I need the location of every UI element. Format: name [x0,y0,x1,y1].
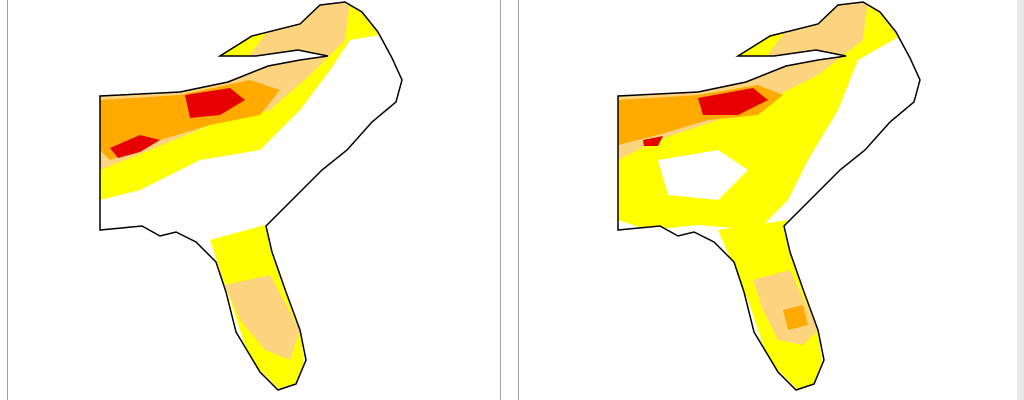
drought-map-left [100,2,402,390]
scrollbar[interactable] [1017,0,1024,400]
drought-map-right [617,1,921,391]
